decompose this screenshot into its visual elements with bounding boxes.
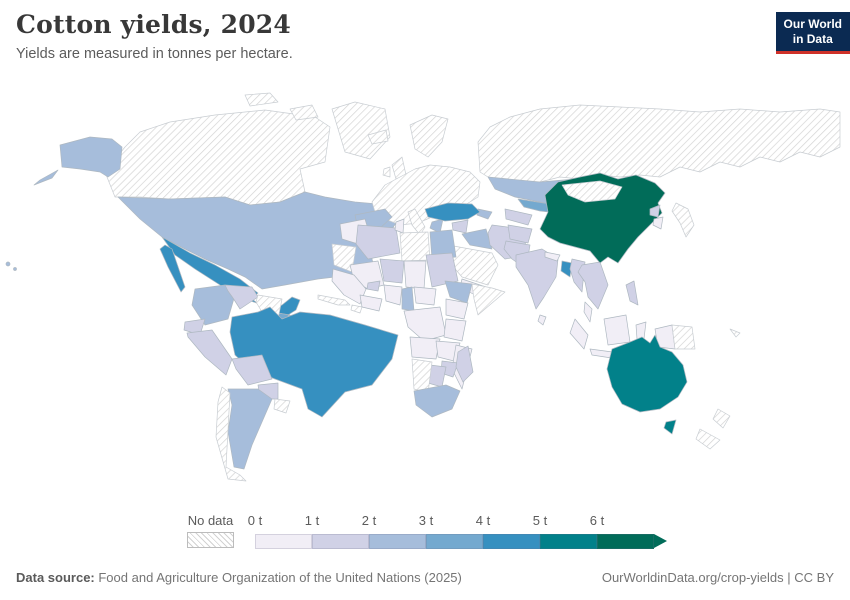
country-bolivia[interactable]	[231, 354, 273, 386]
country-greenland[interactable]	[331, 101, 391, 160]
legend-arrow-tip	[654, 534, 667, 548]
legend-tick: 0 t	[247, 513, 263, 528]
legend-band[interactable]	[369, 534, 426, 549]
country-bangladesh[interactable]	[560, 260, 573, 278]
country-somalia[interactable]	[471, 283, 506, 316]
legend-band[interactable]	[255, 534, 312, 549]
country-syria[interactable]	[451, 219, 469, 234]
country-niger[interactable]	[379, 258, 405, 284]
country-mongolia[interactable]	[561, 180, 623, 203]
country-burkina-faso[interactable]	[366, 280, 381, 292]
footer: Data source: Food and Agriculture Organi…	[16, 570, 834, 585]
data-source-text: Food and Agriculture Organization of the…	[94, 570, 462, 585]
country-ghana-ivory-coast[interactable]	[359, 294, 383, 312]
owid-logo[interactable]: Our World in Data	[775, 12, 850, 54]
country-sri-lanka[interactable]	[537, 314, 547, 326]
legend-band[interactable]	[483, 534, 540, 549]
country-australia[interactable]	[606, 334, 688, 435]
country-kenya-uganda[interactable]	[445, 298, 469, 320]
country-central-african-republic[interactable]	[413, 286, 437, 306]
country-peru[interactable]	[186, 329, 233, 376]
country-japan[interactable]	[671, 202, 695, 238]
country-usa[interactable]	[5, 136, 401, 290]
country-indochina[interactable]	[577, 261, 609, 310]
country-cuba[interactable]	[317, 294, 351, 306]
legend-no-data[interactable]: No data	[187, 513, 234, 548]
no-data-swatch[interactable]	[187, 532, 234, 548]
country-ireland[interactable]	[382, 166, 391, 178]
country-new-caledonia[interactable]	[729, 328, 741, 338]
legend-tick: 1 t	[304, 513, 320, 528]
country-angola[interactable]	[409, 336, 441, 360]
legend-band[interactable]	[540, 534, 597, 549]
country-turkmenistan[interactable]	[504, 208, 533, 226]
country-turkey[interactable]	[424, 202, 481, 222]
country-south-korea[interactable]	[652, 216, 664, 230]
country-egypt[interactable]	[429, 229, 457, 260]
country-argentina[interactable]	[227, 388, 273, 470]
legend-band[interactable]	[312, 534, 369, 549]
country-papua-new-guinea[interactable]	[671, 324, 696, 350]
country-libya[interactable]	[399, 231, 431, 262]
country-italy[interactable]	[407, 208, 426, 236]
footer-link[interactable]: OurWorldinData.org/crop-yields | CC BY	[601, 570, 834, 585]
country-philippines[interactable]	[625, 280, 639, 306]
world-map	[0, 92, 850, 512]
country-new-zealand[interactable]	[695, 408, 731, 450]
header: Cotton yields, 2024 Yields are measured …	[16, 10, 834, 62]
country-azerbaijan[interactable]	[476, 208, 493, 220]
country-chile[interactable]	[215, 386, 247, 482]
country-cameroon[interactable]	[401, 286, 415, 312]
no-data-label: No data	[187, 513, 234, 528]
page-subtitle: Yields are measured in tonnes per hectar…	[16, 46, 293, 62]
country-iraq[interactable]	[461, 228, 493, 250]
country-west-africa-coast[interactable]	[331, 268, 367, 305]
legend-band[interactable]	[426, 534, 483, 549]
country-algeria[interactable]	[355, 224, 401, 260]
country-nepal[interactable]	[544, 251, 561, 262]
page-title: Cotton yields, 2024	[16, 10, 291, 39]
country-canada[interactable]	[104, 92, 331, 206]
country-afghanistan[interactable]	[507, 224, 533, 244]
country-sudan[interactable]	[425, 252, 459, 288]
country-madagascar[interactable]	[455, 345, 474, 383]
country-north-korea[interactable]	[649, 204, 661, 218]
country-mexico[interactable]	[159, 236, 301, 316]
country-dr-congo[interactable]	[403, 306, 447, 342]
legend-tick: 2 t	[361, 513, 377, 528]
data-source: Data source: Food and Agriculture Organi…	[16, 570, 462, 585]
country-russia[interactable]	[477, 104, 841, 186]
country-chad[interactable]	[403, 260, 427, 290]
legend-tick: 5 t	[532, 513, 548, 528]
map-legend: No data 0 t 1 t 2 t 3 t 4 t 5 t 6 t	[0, 512, 850, 558]
legend-tick: 6 t	[589, 513, 605, 528]
owid-logo-line2: in Data	[792, 32, 833, 46]
country-scandinavia[interactable]	[409, 114, 449, 158]
country-uruguay[interactable]	[273, 398, 291, 414]
country-tanzania[interactable]	[443, 318, 467, 342]
owid-logo-line1: Our World	[783, 17, 842, 31]
data-source-label: Data source:	[16, 570, 95, 585]
country-iceland[interactable]	[367, 129, 389, 145]
country-hispaniola[interactable]	[350, 304, 363, 314]
country-malay-peninsula[interactable]	[583, 301, 593, 323]
legend-band[interactable]	[597, 534, 654, 549]
legend-tick: 3 t	[418, 513, 434, 528]
country-south-africa[interactable]	[413, 384, 461, 418]
country-venezuela[interactable]	[224, 284, 259, 310]
country-europe-mainland[interactable]	[371, 164, 481, 226]
country-nigeria[interactable]	[383, 284, 403, 306]
legend-tick: 4 t	[475, 513, 491, 528]
